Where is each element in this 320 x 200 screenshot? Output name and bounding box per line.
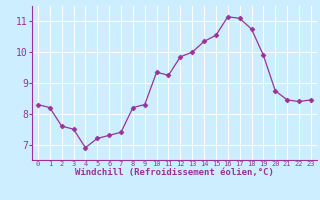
X-axis label: Windchill (Refroidissement éolien,°C): Windchill (Refroidissement éolien,°C) — [75, 168, 274, 177]
